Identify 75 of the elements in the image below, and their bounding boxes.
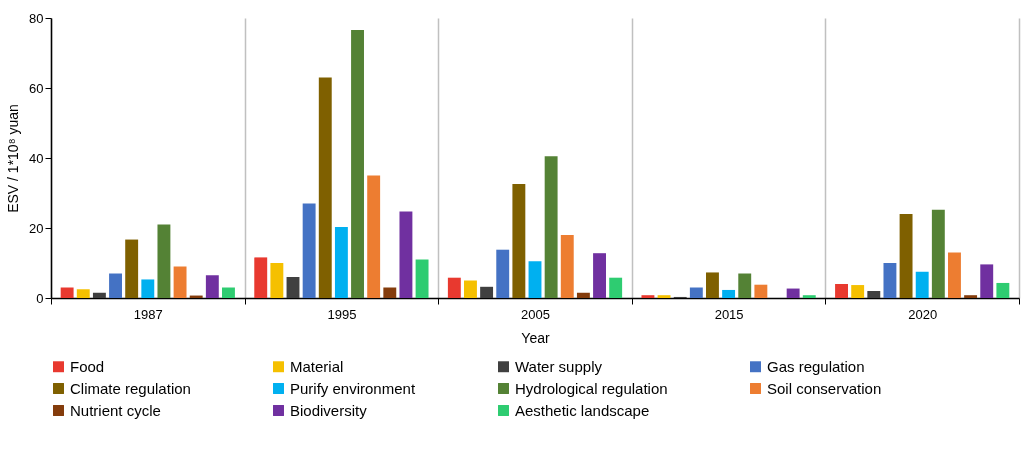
bar — [157, 224, 171, 298]
bar — [931, 209, 945, 298]
bar — [141, 279, 155, 298]
bar — [205, 275, 219, 298]
bar — [835, 284, 848, 298]
bar — [351, 29, 364, 298]
bar — [706, 272, 719, 298]
bar — [286, 277, 300, 298]
x-tick-label: 2020 — [908, 306, 938, 322]
legend-label: Purify environment — [290, 379, 416, 397]
y-tick-label: 80 — [29, 10, 44, 26]
bar — [964, 295, 978, 298]
bar — [60, 287, 74, 298]
y-tick-label: 60 — [29, 80, 44, 96]
bar — [899, 214, 913, 298]
legend-label: Hydrological regulation — [515, 379, 668, 397]
bar — [367, 175, 381, 298]
x-tick-label: 1987 — [133, 306, 163, 322]
bar — [447, 277, 461, 298]
bar — [948, 252, 961, 298]
bar — [270, 263, 284, 298]
bar — [851, 285, 865, 298]
bar — [738, 273, 752, 298]
x-tick-label: 1995 — [327, 306, 357, 322]
bar — [109, 273, 122, 298]
bar — [480, 286, 494, 298]
legend-label: Aesthetic landscape — [515, 401, 650, 419]
legend-label: Climate regulation — [70, 379, 191, 397]
bar — [883, 263, 897, 298]
bar — [657, 295, 671, 298]
bar — [996, 282, 1010, 298]
bar — [786, 288, 800, 298]
bar — [92, 292, 106, 298]
bar — [544, 156, 558, 298]
bar — [641, 295, 655, 298]
bar — [802, 295, 816, 298]
x-tick-label: 2005 — [521, 306, 550, 322]
y-tick-label: 20 — [29, 220, 44, 236]
bar — [222, 287, 235, 298]
bar — [593, 253, 606, 298]
legend-label: Gas regulation — [767, 357, 865, 375]
bar — [609, 277, 623, 298]
bar — [867, 291, 881, 298]
bar — [689, 287, 703, 298]
bar — [528, 261, 542, 298]
bar — [173, 266, 187, 298]
bar — [334, 226, 348, 298]
bar — [383, 287, 397, 298]
bar — [125, 239, 139, 298]
bar — [464, 280, 477, 298]
legend-label: Nutrient cycle — [70, 401, 161, 419]
y-tick-label: 0 — [36, 290, 44, 306]
bar — [399, 211, 413, 298]
legend-label: Water supply — [515, 357, 603, 375]
legend-label: Material — [290, 357, 344, 375]
bar — [76, 289, 90, 298]
legend-label: Food — [70, 357, 105, 375]
y-tick-label: 40 — [29, 150, 44, 166]
bar — [318, 77, 332, 298]
bar — [722, 289, 736, 298]
bar — [496, 249, 510, 298]
bar — [754, 284, 768, 298]
bar — [254, 257, 268, 298]
bar — [980, 264, 994, 298]
bar — [512, 183, 526, 298]
y-axis-title: ESV / 1*10⁸ yuan — [5, 104, 22, 213]
bar — [302, 203, 316, 298]
bar — [560, 235, 574, 298]
legend-label: Soil conservation — [767, 379, 882, 397]
bar — [915, 271, 929, 298]
bar — [415, 259, 429, 298]
x-axis-title: Year — [521, 329, 550, 346]
legend-label: Biodiversity — [290, 401, 368, 419]
bar — [576, 292, 590, 298]
x-tick-label: 2015 — [714, 306, 744, 322]
